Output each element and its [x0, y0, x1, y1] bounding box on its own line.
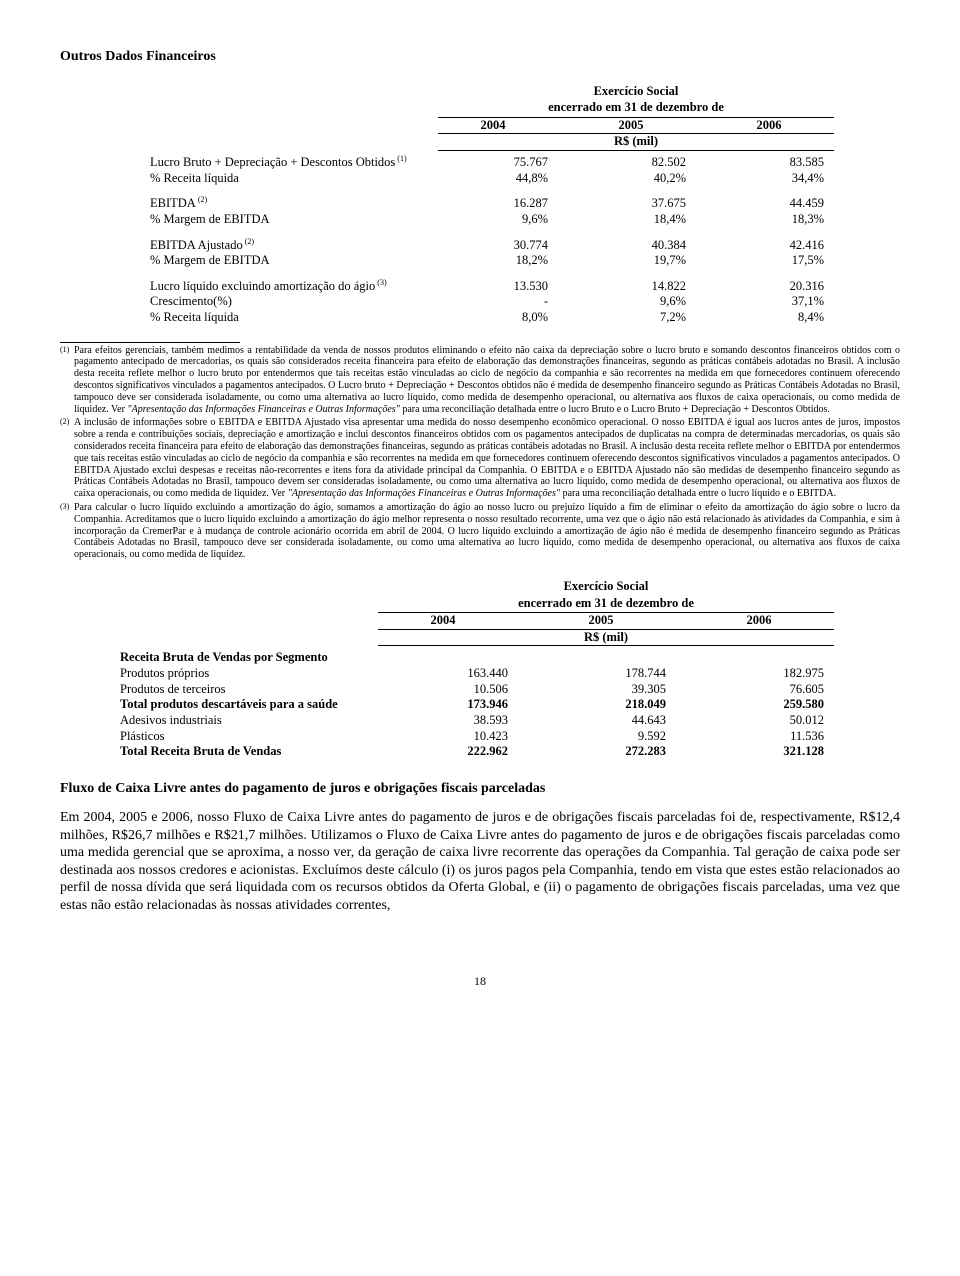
row-value: 34,4% — [714, 171, 834, 187]
row-value: 83.585 — [714, 155, 834, 171]
row-value: 40.384 — [576, 238, 714, 254]
t1-hdr2: encerrado em 31 de dezembro de — [438, 100, 834, 117]
t2-hdr1: Exercício Social — [378, 579, 834, 596]
row-value: 321.128 — [694, 744, 834, 760]
row-value: 18,3% — [714, 212, 834, 228]
t1-year-1: 2005 — [576, 117, 714, 134]
row-value: 18,2% — [438, 253, 576, 269]
row-value: 178.744 — [536, 666, 694, 682]
t2-unit: R$ (mil) — [378, 629, 834, 646]
row-value: 7,2% — [576, 310, 714, 326]
t1-hdr1: Exercício Social — [438, 84, 834, 101]
row-value: 10.506 — [378, 682, 536, 698]
row-value: 14.822 — [576, 279, 714, 295]
row-value: 259.580 — [694, 697, 834, 713]
t1-year-2: 2006 — [714, 117, 834, 134]
row-label: % Margem de EBITDA — [150, 212, 438, 228]
footnote-marker: (1) — [60, 345, 74, 416]
footnote-text: Para calcular o lucro líquido excluindo … — [74, 502, 900, 561]
row-value: 11.536 — [694, 729, 834, 745]
row-value: 17,5% — [714, 253, 834, 269]
row-label: % Receita líquida — [150, 171, 438, 187]
row-label: % Margem de EBITDA — [150, 253, 438, 269]
t2-hdr2: encerrado em 31 de dezembro de — [378, 596, 834, 613]
row-value: 75.767 — [438, 155, 576, 171]
row-value: 50.012 — [694, 713, 834, 729]
t1-unit: R$ (mil) — [438, 134, 834, 151]
t2-year-1: 2005 — [536, 613, 694, 630]
row-value: 44,8% — [438, 171, 576, 187]
row-label: Produtos próprios — [120, 666, 378, 682]
row-label: Crescimento(%) — [150, 294, 438, 310]
row-value: 44.459 — [714, 196, 834, 212]
row-value: 272.283 — [536, 744, 694, 760]
footnote-marker: (3) — [60, 502, 74, 561]
row-value: 76.605 — [694, 682, 834, 698]
row-value: 9.592 — [536, 729, 694, 745]
t1-year-0: 2004 — [438, 117, 576, 134]
row-value: 9,6% — [438, 212, 576, 228]
row-label: EBITDA Ajustado (2) — [150, 238, 438, 254]
row-value: 10.423 — [378, 729, 536, 745]
financial-table-2: Exercício Social encerrado em 31 de deze… — [120, 579, 834, 760]
row-value: 20.316 — [714, 279, 834, 295]
row-value: 182.975 — [694, 666, 834, 682]
row-label: Lucro Bruto + Depreciação + Descontos Ob… — [150, 155, 438, 171]
row-value: 40,2% — [576, 171, 714, 187]
row-value: 16.287 — [438, 196, 576, 212]
page-title: Outros Dados Financeiros — [60, 48, 900, 66]
row-label: Lucro líquido excluindo amortização do á… — [150, 279, 438, 295]
row-value: 82.502 — [576, 155, 714, 171]
financial-table-1: Exercício Social encerrado em 31 de deze… — [150, 84, 834, 326]
row-value: 163.440 — [378, 666, 536, 682]
row-value: 42.416 — [714, 238, 834, 254]
row-value: 18,4% — [576, 212, 714, 228]
footnote-marker: (2) — [60, 417, 74, 500]
row-value: 19,7% — [576, 253, 714, 269]
page-number: 18 — [60, 974, 900, 989]
row-value: 8,0% — [438, 310, 576, 326]
row-value: 44.643 — [536, 713, 694, 729]
row-label: % Receita líquida — [150, 310, 438, 326]
row-value: 37,1% — [714, 294, 834, 310]
row-label: EBITDA (2) — [150, 196, 438, 212]
row-label: Produtos de terceiros — [120, 682, 378, 698]
row-value: 173.946 — [378, 697, 536, 713]
row-value: 38.593 — [378, 713, 536, 729]
row-label: Plásticos — [120, 729, 378, 745]
row-value: 222.962 — [378, 744, 536, 760]
footnote-text: A inclusão de informações sobre o EBITDA… — [74, 417, 900, 500]
body-paragraph: Em 2004, 2005 e 2006, nosso Fluxo de Cai… — [60, 809, 900, 914]
row-value: 218.049 — [536, 697, 694, 713]
section2-title: Fluxo de Caixa Livre antes do pagamento … — [60, 780, 900, 798]
row-value: 39.305 — [536, 682, 694, 698]
row-value: 30.774 — [438, 238, 576, 254]
row-label: Total produtos descartáveis para a saúde — [120, 697, 378, 713]
row-label: Adesivos industriais — [120, 713, 378, 729]
t2-year-2: 2006 — [694, 613, 834, 630]
row-label: Total Receita Bruta de Vendas — [120, 744, 378, 760]
row-value: 37.675 — [576, 196, 714, 212]
row-value: 8,4% — [714, 310, 834, 326]
row-value: 13.530 — [438, 279, 576, 295]
t2-year-0: 2004 — [378, 613, 536, 630]
footnotes: (1)Para efeitos gerenciais, também medim… — [60, 345, 900, 561]
row-value: - — [438, 294, 576, 310]
t2-heading: Receita Bruta de Vendas por Segmento — [120, 650, 378, 666]
row-value: 9,6% — [576, 294, 714, 310]
footnote-text: Para efeitos gerenciais, também medimos … — [74, 345, 900, 416]
